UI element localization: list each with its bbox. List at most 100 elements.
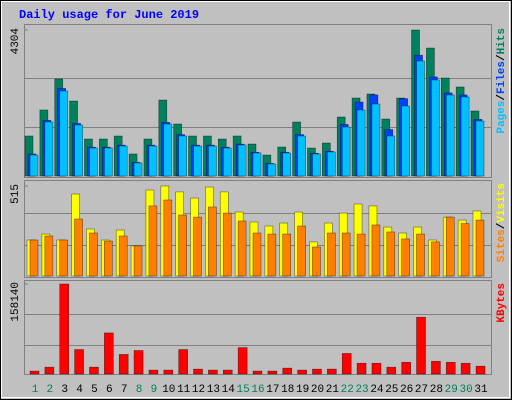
bar — [89, 366, 99, 375]
x-tick-label: 10 — [162, 384, 175, 396]
x-tick-label: 3 — [61, 384, 68, 396]
bar — [445, 216, 455, 277]
bar — [44, 366, 55, 375]
bar — [74, 124, 83, 177]
bar — [178, 349, 188, 375]
bar — [148, 369, 159, 375]
x-tick-label: 24 — [370, 384, 384, 396]
bar — [59, 283, 70, 375]
x-tick-label: 17 — [266, 384, 279, 396]
x-tick-label: 8 — [136, 384, 143, 396]
bar — [416, 316, 426, 375]
x-tick-label: 4 — [76, 384, 83, 396]
bar — [133, 162, 143, 177]
bar — [163, 199, 173, 277]
bar — [237, 220, 247, 277]
bar — [44, 121, 54, 177]
bar — [178, 214, 187, 277]
bar — [118, 145, 128, 177]
x-tick-label: 23 — [355, 384, 368, 396]
y-tick-label: 4304 — [10, 28, 22, 55]
x-tick-label: 28 — [430, 384, 443, 396]
x-tick-label: 27 — [415, 384, 428, 396]
legend-separator: / — [496, 222, 508, 229]
x-tick-label: 6 — [106, 384, 113, 396]
bar — [148, 205, 158, 277]
bar — [74, 349, 84, 375]
x-tick-label: 2 — [47, 384, 54, 396]
bar — [29, 239, 39, 277]
bar — [312, 368, 322, 375]
bar — [59, 239, 69, 277]
x-tick-label: 13 — [207, 384, 220, 396]
legend-entry: Sites — [496, 229, 508, 262]
bar — [252, 152, 262, 177]
bar — [267, 370, 278, 375]
bar — [371, 103, 381, 177]
bar — [386, 135, 396, 177]
bar — [327, 368, 337, 375]
bar — [237, 347, 248, 375]
bar — [341, 353, 352, 375]
x-tick-label: 1 — [32, 384, 39, 396]
bar — [416, 60, 425, 177]
x-tick-label: 7 — [121, 384, 128, 396]
bar — [208, 145, 217, 177]
bar — [118, 354, 129, 375]
legend-entry: KBytes — [496, 283, 508, 323]
x-tick-label: 18 — [281, 384, 294, 396]
x-tick-label: 19 — [296, 384, 309, 396]
legend-separator: / — [496, 54, 508, 61]
x-tick-label: 14 — [222, 384, 236, 396]
bar — [445, 94, 455, 177]
x-tick-label: 20 — [311, 384, 324, 396]
x-tick-label: 30 — [460, 384, 473, 396]
bar — [460, 223, 470, 277]
bar — [312, 246, 321, 277]
bar — [356, 362, 367, 375]
bar — [267, 233, 277, 277]
bar — [282, 367, 293, 375]
x-tick-label: 11 — [177, 384, 191, 396]
bar — [371, 362, 382, 375]
x-tick-label: 5 — [91, 384, 98, 396]
bar — [460, 96, 470, 177]
legend: Pages/Files/Hits — [496, 28, 508, 134]
bar — [327, 151, 336, 177]
bar — [282, 152, 292, 177]
bar — [312, 153, 321, 177]
bar — [341, 126, 351, 177]
legend-entry: Pages — [496, 101, 508, 134]
bar — [163, 369, 174, 375]
bar — [222, 147, 232, 177]
bar — [297, 369, 307, 375]
legend-separator: / — [496, 94, 508, 101]
bar — [252, 232, 262, 277]
bar — [327, 232, 336, 277]
bar — [178, 135, 187, 177]
x-tick-label: 9 — [151, 384, 158, 396]
x-tick-label: 16 — [251, 384, 264, 396]
legend-entry: Visits — [496, 183, 508, 223]
bar — [475, 365, 486, 375]
bar — [356, 109, 366, 177]
bar — [341, 232, 351, 277]
bar — [460, 362, 471, 375]
bar — [356, 233, 366, 277]
y-tick-label: 158140 — [10, 282, 22, 322]
bar — [118, 235, 128, 277]
bar — [401, 105, 410, 177]
bar — [104, 332, 114, 375]
bar — [29, 370, 40, 375]
y-tick-label: 515 — [10, 184, 22, 204]
bar — [431, 79, 440, 177]
x-tick-label: 25 — [385, 384, 398, 396]
bar — [371, 224, 381, 277]
bar — [252, 370, 263, 375]
legend: Sites/Visits — [496, 183, 508, 262]
bar — [416, 233, 425, 277]
bar — [104, 147, 113, 177]
bar — [267, 163, 277, 177]
